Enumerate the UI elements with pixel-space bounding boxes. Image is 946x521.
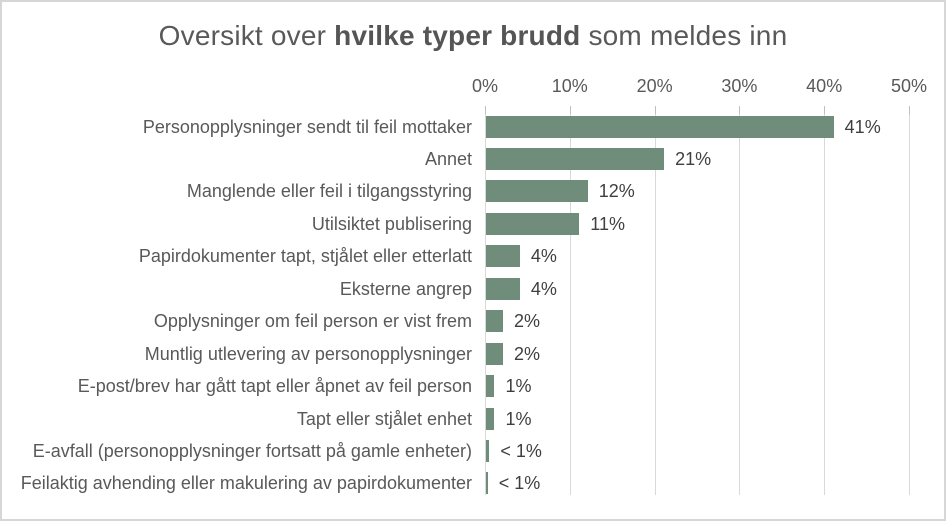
- bar: [486, 147, 665, 170]
- axis-tick-label: 50%: [890, 76, 928, 96]
- axis-tick-mark: [909, 106, 910, 114]
- value-label: 41%: [844, 116, 881, 137]
- axis-tick-mark: [569, 106, 571, 114]
- axis-tick-label: 30%: [721, 76, 758, 96]
- axis-tick-mark: [485, 106, 486, 114]
- bar: [486, 310, 503, 333]
- chart-title: Oversikt over hvilke typer brudd som mel…: [2, 20, 944, 52]
- bar: [486, 212, 580, 235]
- category-label: E-post/brev har gått tapt eller åpnet av…: [77, 376, 472, 397]
- bar: [486, 245, 520, 268]
- axis-tick-mark: [739, 106, 741, 114]
- axis-tick-label: 0%: [471, 76, 498, 96]
- bar: [486, 342, 503, 365]
- bar: [486, 375, 495, 398]
- value-label: < 1%: [500, 441, 542, 461]
- value-label: 1%: [505, 408, 532, 429]
- axis-tick-label: 10%: [551, 76, 588, 96]
- value-label: 2%: [513, 311, 540, 332]
- gridline: [485, 106, 486, 495]
- axis-tick-mark: [824, 106, 826, 114]
- category-label: Muntlig utlevering av personopplysninger: [144, 343, 472, 364]
- value-label: 11%: [590, 213, 625, 234]
- value-label: 2%: [513, 343, 540, 364]
- category-label: Eksterne angrep: [339, 278, 472, 299]
- bar: [486, 180, 588, 203]
- gridline: [909, 106, 910, 495]
- chart-title-prefix: Oversikt over: [158, 20, 335, 51]
- category-label: Utilsiktet publisering: [311, 213, 472, 234]
- gridline: [654, 106, 656, 495]
- chart-title-bold: hvilke typer brudd: [334, 20, 581, 51]
- bar: [486, 277, 520, 300]
- category-label: Manglende eller feil i tilgangsstyring: [186, 181, 472, 202]
- category-label: Personopplysninger sendt til feil mottak…: [142, 116, 472, 137]
- value-label: < 1%: [498, 473, 541, 494]
- category-label: Annet: [424, 148, 472, 169]
- value-label: 21%: [675, 148, 712, 169]
- category-label: Opplysninger om feil person er vist frem: [153, 311, 472, 332]
- category-label: Feilaktig avhending eller makulering av …: [20, 473, 472, 494]
- gridline: [569, 106, 571, 495]
- value-label: 4%: [530, 278, 557, 299]
- axis-tick-label: 20%: [636, 76, 673, 96]
- bar: [486, 115, 834, 138]
- bar: [486, 440, 490, 462]
- value-label: 4%: [530, 246, 557, 267]
- category-label: E-avfall (personopplysninger fortsatt på…: [32, 441, 472, 461]
- gridline: [824, 106, 826, 495]
- bar: [486, 472, 488, 495]
- axis-tick-label: 40%: [806, 76, 843, 96]
- value-label: 1%: [505, 376, 532, 397]
- value-label: 12%: [598, 181, 635, 202]
- category-label: Papirdokumenter tapt, stjålet eller ette…: [138, 246, 472, 267]
- gridline: [739, 106, 741, 495]
- chart-title-suffix: som meldes inn: [580, 20, 788, 51]
- bar: [486, 407, 495, 430]
- axis-tick-mark: [654, 106, 656, 114]
- category-label: Tapt eller stjålet enhet: [296, 408, 472, 429]
